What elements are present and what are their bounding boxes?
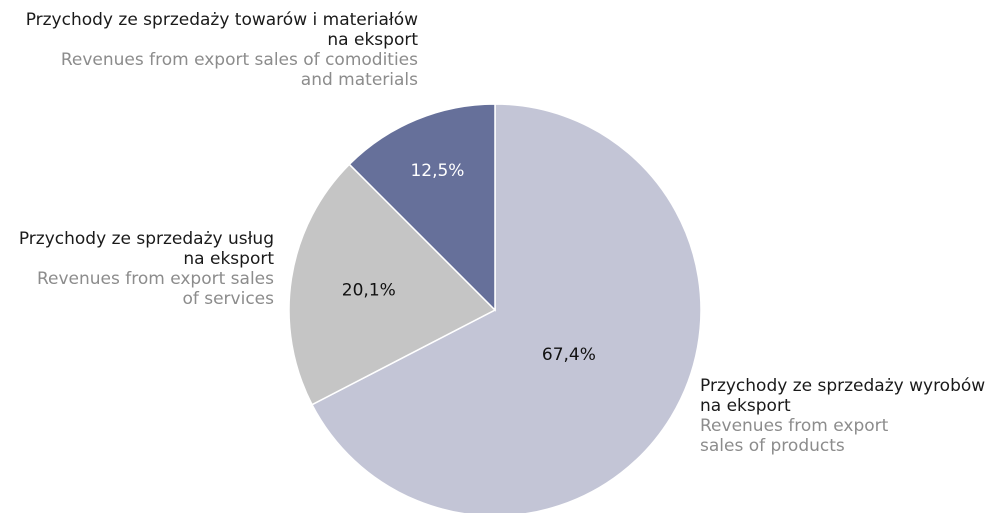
value-label-services: 20,1%	[342, 280, 396, 300]
label-goods-en: Revenues from export sales of comodities…	[60, 50, 418, 90]
pie-slice-products	[311, 103, 702, 513]
pie-slices	[288, 103, 702, 513]
pie-slice-goods	[348, 103, 496, 312]
value-label-goods: 12,5%	[410, 161, 464, 181]
legend-label-services: Przychody ze sprzedaży usług na eksport …	[0, 229, 274, 309]
legend-label-products: Przychody ze sprzedaży wyrobów na ekspor…	[700, 376, 1000, 456]
label-services-pl: Przychody ze sprzedaży usług na eksport	[18, 229, 274, 269]
pie-value-labels: 67,4% 20,1% 12,5%	[342, 161, 596, 365]
value-label-products: 67,4%	[542, 345, 596, 365]
pie-slice-services	[288, 163, 497, 406]
legend-label-goods: Przychody ze sprzedaży towarów i materia…	[0, 10, 418, 90]
label-products-en: Revenues from export sales of products	[700, 416, 889, 456]
label-goods-pl: Przychody ze sprzedaży towarów i materia…	[25, 10, 418, 50]
label-services-en: Revenues from export sales of services	[36, 269, 274, 309]
label-products-pl: Przychody ze sprzedaży wyrobów na ekspor…	[700, 376, 986, 416]
